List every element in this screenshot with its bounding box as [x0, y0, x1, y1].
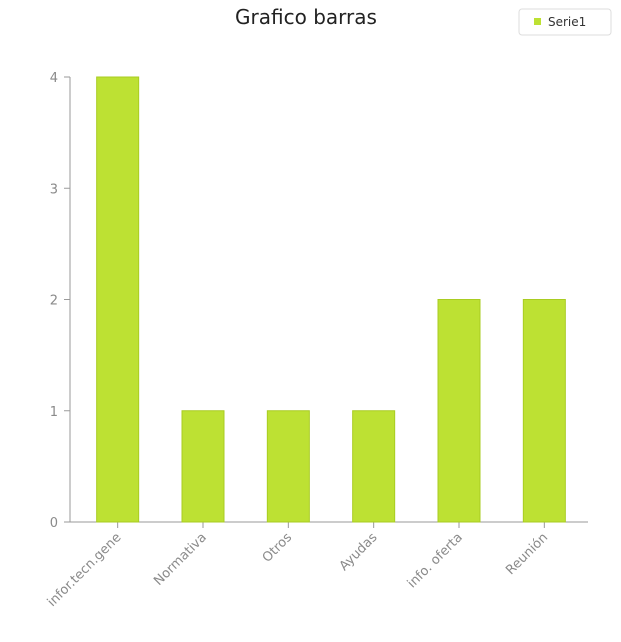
- bar: [437, 299, 481, 523]
- x-tick-label: infor.tecn.gene: [45, 530, 125, 610]
- y-tick-label: 4: [50, 71, 58, 86]
- x-tick-label: Ayudas: [337, 530, 381, 574]
- legend[interactable]: Serie1: [518, 8, 612, 36]
- x-axis: infor.tecn.gene Normativa Otros Ayudas info.…: [45, 521, 588, 610]
- bar: [181, 410, 225, 523]
- legend-box: [518, 8, 612, 36]
- x-tick-label: Reunión: [503, 530, 551, 578]
- y-axis: 0 1 2 3 4: [50, 71, 71, 531]
- x-tick-label: Normativa: [151, 530, 210, 589]
- legend-label: Serie1: [548, 15, 586, 29]
- chart-title: Grafico barras: [235, 5, 377, 29]
- x-tick-label: Otros: [260, 530, 296, 566]
- legend-swatch: [534, 18, 541, 25]
- y-tick-label: 1: [50, 405, 58, 420]
- bar: [352, 410, 396, 523]
- x-tick-label: info. oferta: [405, 530, 466, 591]
- bar: [96, 76, 140, 523]
- y-tick-label: 3: [50, 182, 58, 197]
- y-tick-label: 0: [50, 516, 58, 531]
- bars: [96, 76, 566, 523]
- y-tick-label: 2: [50, 294, 58, 309]
- bar: [266, 410, 310, 523]
- bar: [522, 299, 566, 523]
